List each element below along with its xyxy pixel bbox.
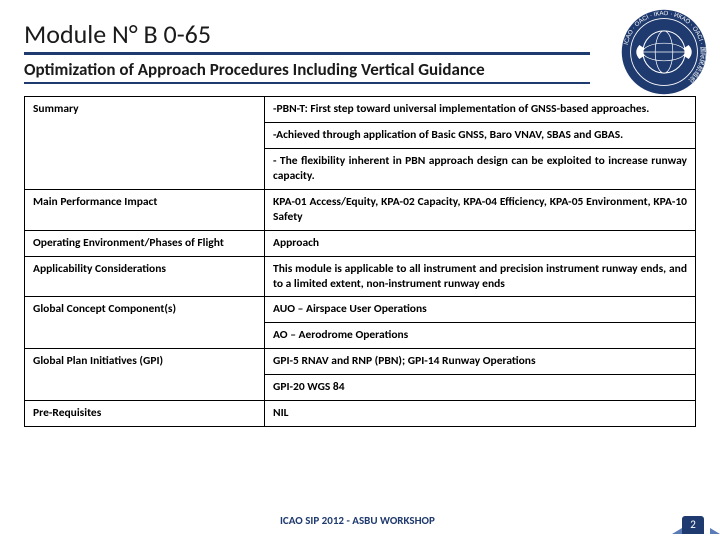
row-value: GPI-5 RNAV and RNP (PBN); GPI-14 Runway … [265, 349, 696, 375]
row-label: Applicability Considerations [25, 256, 265, 297]
row-value: NIL [265, 401, 696, 427]
table-row: Summary-PBN-T: First step toward univers… [25, 97, 696, 123]
slide-header: Module N° B 0-65 Optimization of Approac… [0, 0, 720, 88]
title-underline [24, 52, 590, 55]
table-row: Global Plan Initiatives (GPI)GPI-5 RNAV … [25, 349, 696, 375]
table-row: Global Concept Component(s)AUO – Airspac… [25, 297, 696, 323]
slide-footer: ICAO SIP 2012 - ASBU WORKSHOP 2 [0, 514, 720, 534]
row-value: KPA-01 Access/Equity, KPA-02 Capacity, K… [265, 189, 696, 230]
row-label: Pre-Requisites [25, 401, 265, 427]
module-subtitle: Optimization of Approach Procedures Incl… [24, 59, 696, 80]
page-decor-right [710, 528, 720, 534]
row-value: -PBN-T: First step toward universal impl… [265, 97, 696, 123]
row-value: -Achieved through application of Basic G… [265, 122, 696, 148]
page-decor-left [672, 528, 682, 534]
row-label: Summary [25, 97, 265, 190]
footer-text: ICAO SIP 2012 - ASBU WORKSHOP [280, 514, 435, 527]
row-label: Operating Environment/Phases of Flight [25, 230, 265, 256]
table-row: Operating Environment/Phases of FlightAp… [25, 230, 696, 256]
module-table: Summary-PBN-T: First step toward univers… [24, 96, 696, 427]
module-title: Module N° B 0-65 [24, 18, 696, 50]
row-label: Main Performance Impact [25, 189, 265, 230]
icao-logo-icon: ICAO · OACI · ІКАО · ИКАО · OACI · 国际民航组… [620, 8, 708, 96]
table-row: Pre-RequisitesNIL [25, 401, 696, 427]
row-value: - The flexibility inherent in PBN approa… [265, 148, 696, 189]
row-label: Global Concept Component(s) [25, 297, 265, 349]
row-value: GPI-20 WGS 84 [265, 375, 696, 401]
table-row: Applicability ConsiderationsThis module … [25, 256, 696, 297]
subtitle-underline [24, 82, 590, 84]
row-value: This module is applicable to all instrum… [265, 256, 696, 297]
page-number: 2 [682, 516, 704, 534]
row-label: Global Plan Initiatives (GPI) [25, 349, 265, 401]
row-value: AO – Aerodrome Operations [265, 323, 696, 349]
row-value: AUO – Airspace User Operations [265, 297, 696, 323]
table-row: Main Performance ImpactKPA-01 Access/Equ… [25, 189, 696, 230]
row-value: Approach [265, 230, 696, 256]
